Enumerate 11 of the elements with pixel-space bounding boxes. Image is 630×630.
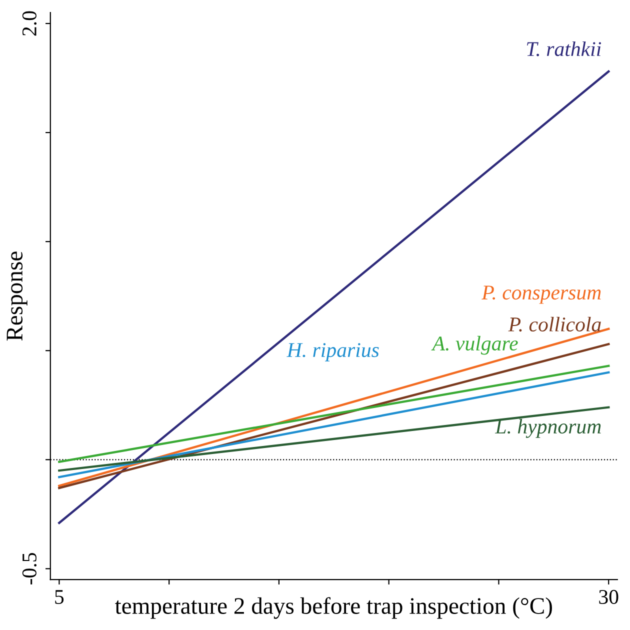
series-label: T. rathkii bbox=[527, 41, 602, 56]
y-tick-label: -0.5 bbox=[22, 553, 37, 584]
series-label: P. conspersum bbox=[482, 286, 601, 304]
x-axis-title: temperature 2 days before trap inspection (°C) bbox=[115, 597, 552, 619]
x-tick-label: 5 bbox=[55, 590, 64, 604]
series-label: P. collicola bbox=[508, 316, 601, 332]
y-tick-label: 2.0 bbox=[22, 11, 37, 36]
x-tick-label: 30 bbox=[599, 590, 618, 604]
y-axis-title: Response bbox=[6, 252, 28, 341]
text: H. riparius bbox=[286, 343, 379, 362]
series-label: A. vulgare bbox=[431, 336, 518, 355]
